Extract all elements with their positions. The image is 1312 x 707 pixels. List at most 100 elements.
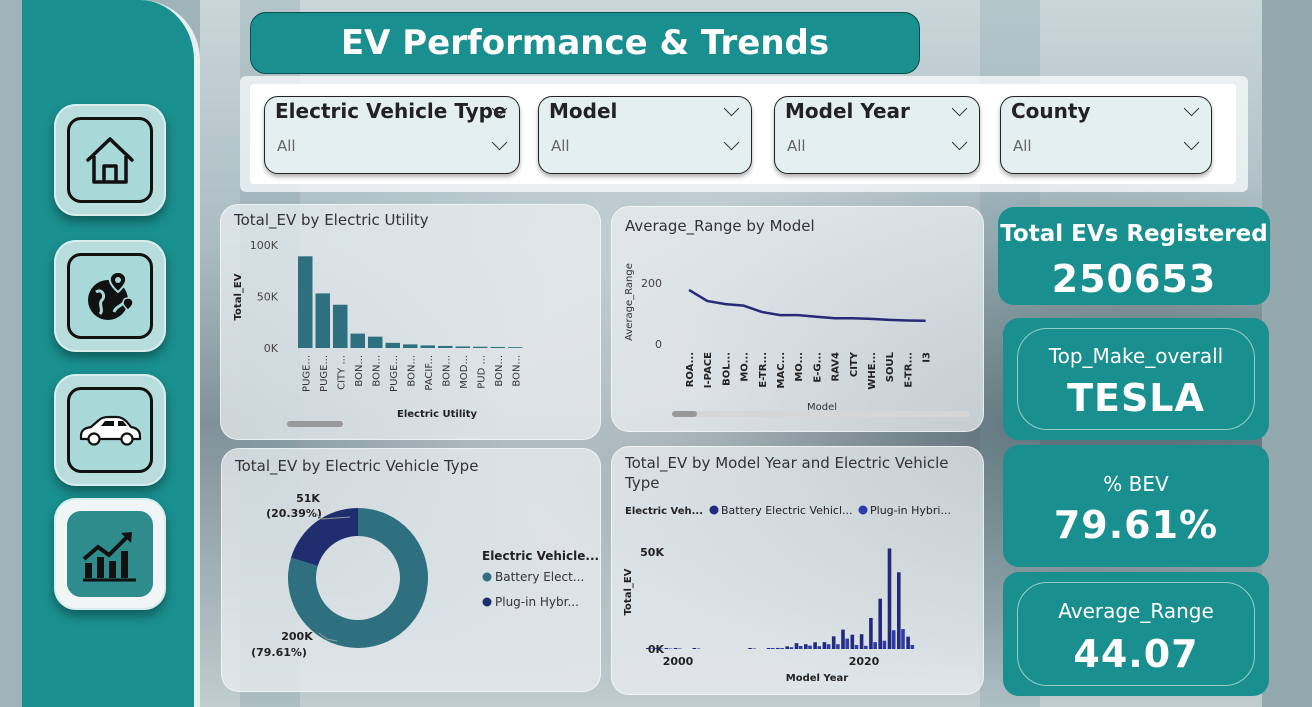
kpi-value: 79.61% <box>1053 503 1219 547</box>
x-axis-label: Model Year <box>786 673 849 684</box>
bar <box>859 634 864 649</box>
slicer-county[interactable]: County All <box>1000 96 1212 174</box>
slicer-value: All <box>277 137 296 155</box>
chevron-down-icon[interactable] <box>723 134 740 151</box>
kpi-label: Total EVs Registered <box>1000 221 1268 247</box>
bar <box>420 345 435 348</box>
data-label: (20.39%) <box>266 507 322 520</box>
chevron-down-icon[interactable] <box>951 134 968 151</box>
slicer-title: County <box>1011 99 1091 123</box>
x-tick-label: 2000 <box>663 655 694 668</box>
chart-title: Total_EV by Model Year and Electric Vehi… <box>625 453 949 493</box>
bar <box>897 572 901 649</box>
slicer-value: All <box>1013 137 1032 155</box>
page-title: EV Performance & Trends <box>250 12 920 74</box>
slicer-title: Model <box>549 99 618 123</box>
legend-marker <box>482 597 492 607</box>
nav-trends-button[interactable] <box>54 498 166 610</box>
x-tick-label: MOD... <box>459 355 470 389</box>
slicer-value: All <box>787 137 806 155</box>
nav-home-button[interactable] <box>54 104 166 216</box>
model-year-chart-panel: Total_EV by Model Year and Electric Vehi… <box>611 446 984 695</box>
chevron-down-icon[interactable] <box>491 134 508 151</box>
x-tick-label: I-PACE <box>703 352 714 388</box>
bar <box>766 648 771 649</box>
chevron-down-icon[interactable] <box>951 100 968 117</box>
right-edge <box>1262 0 1312 707</box>
chevron-down-icon[interactable] <box>1183 100 1200 117</box>
x-tick-label: PUD ... <box>476 355 487 389</box>
slicer-title: Model Year <box>785 99 910 123</box>
bar <box>869 617 873 649</box>
chart-title: Average_Range by Model <box>625 217 815 235</box>
y-axis-label: Total_EV <box>233 273 244 320</box>
kpi-top-make: Top_Make_overall TESLA <box>1003 318 1269 440</box>
pie-slice <box>288 508 429 648</box>
chevron-down-icon[interactable] <box>723 100 740 117</box>
bar <box>490 346 505 348</box>
bar <box>841 629 845 649</box>
slicer-electric-vehicle-type[interactable]: Electric Vehicle Type All <box>264 96 520 174</box>
x-tick-label: 2020 <box>849 655 880 668</box>
bar <box>315 293 330 348</box>
slicer-model[interactable]: Model All <box>538 96 752 174</box>
nav-vehicle-button[interactable] <box>54 374 166 486</box>
slicer-title: Electric Vehicle Type <box>275 99 507 123</box>
x-tick-label: BON... <box>371 355 382 387</box>
bar <box>385 342 400 348</box>
slicer-model-year[interactable]: Model Year All <box>774 96 980 174</box>
legend-marker <box>858 505 868 515</box>
kpi-value: TESLA <box>1067 376 1205 420</box>
x-tick-label: PACIF... <box>424 355 435 391</box>
scrollbar <box>672 411 697 417</box>
scrollbar <box>287 421 343 427</box>
bar <box>906 636 910 649</box>
bar <box>659 648 663 649</box>
x-tick-label: BON... <box>511 355 522 387</box>
bar <box>785 646 789 649</box>
x-tick-label: MAC... <box>776 352 787 388</box>
legend-title: Electric Veh... <box>625 506 703 517</box>
bar <box>455 346 470 348</box>
bar <box>771 648 775 649</box>
x-tick-label: CITY <box>849 351 860 377</box>
chart-title: Total_EV by Electric Vehicle Type <box>235 457 479 475</box>
bar <box>298 256 313 348</box>
ev-type-chart-panel: Total_EV by Electric Vehicle Type 200K (7… <box>221 448 601 692</box>
bar <box>473 346 488 348</box>
bar <box>368 336 383 348</box>
x-tick-label: PUGE... <box>389 355 400 392</box>
scrollbar-track <box>672 411 970 417</box>
bar <box>673 648 678 649</box>
y-axis-label: Total_EV <box>623 568 634 615</box>
x-tick-label: MO... <box>794 352 805 382</box>
bar <box>836 644 840 649</box>
legend-label: Plug-in Hybri... <box>870 504 951 517</box>
y-tick-label: 50K <box>257 291 279 304</box>
bar <box>668 648 673 649</box>
trend-chart-icon <box>82 532 136 582</box>
bar <box>845 638 849 649</box>
bar <box>696 648 701 649</box>
bar <box>817 646 822 649</box>
bar <box>664 648 669 649</box>
nav-map-button[interactable] <box>54 240 166 352</box>
bar <box>891 630 896 649</box>
chevron-down-icon[interactable] <box>1183 134 1200 151</box>
kpi-value: 250653 <box>1051 257 1217 301</box>
kpi-bev-percent: % BEV 79.61% <box>1003 445 1269 567</box>
bar <box>776 647 780 649</box>
bar <box>873 642 877 649</box>
chart-title-line: Type <box>625 474 660 492</box>
y-tick-label: 0 <box>655 338 662 351</box>
pie-slice <box>291 508 358 566</box>
x-tick-label: ROA... <box>685 352 696 387</box>
chart-title-line: Total_EV by Model Year and Electric Vehi… <box>625 454 949 472</box>
y-tick-label: 50K <box>640 546 664 559</box>
bar <box>882 640 887 649</box>
ev-type-donut-chart: 200K (79.61%) 51K (20.39%) Electric Vehicle.… <box>251 492 599 659</box>
car-icon <box>79 415 142 446</box>
x-tick-label: WHE... <box>867 352 878 390</box>
bar <box>438 345 453 348</box>
range-chart-panel: Average_Range by Model 200 0 ROA... I-PACE B… <box>611 206 984 432</box>
